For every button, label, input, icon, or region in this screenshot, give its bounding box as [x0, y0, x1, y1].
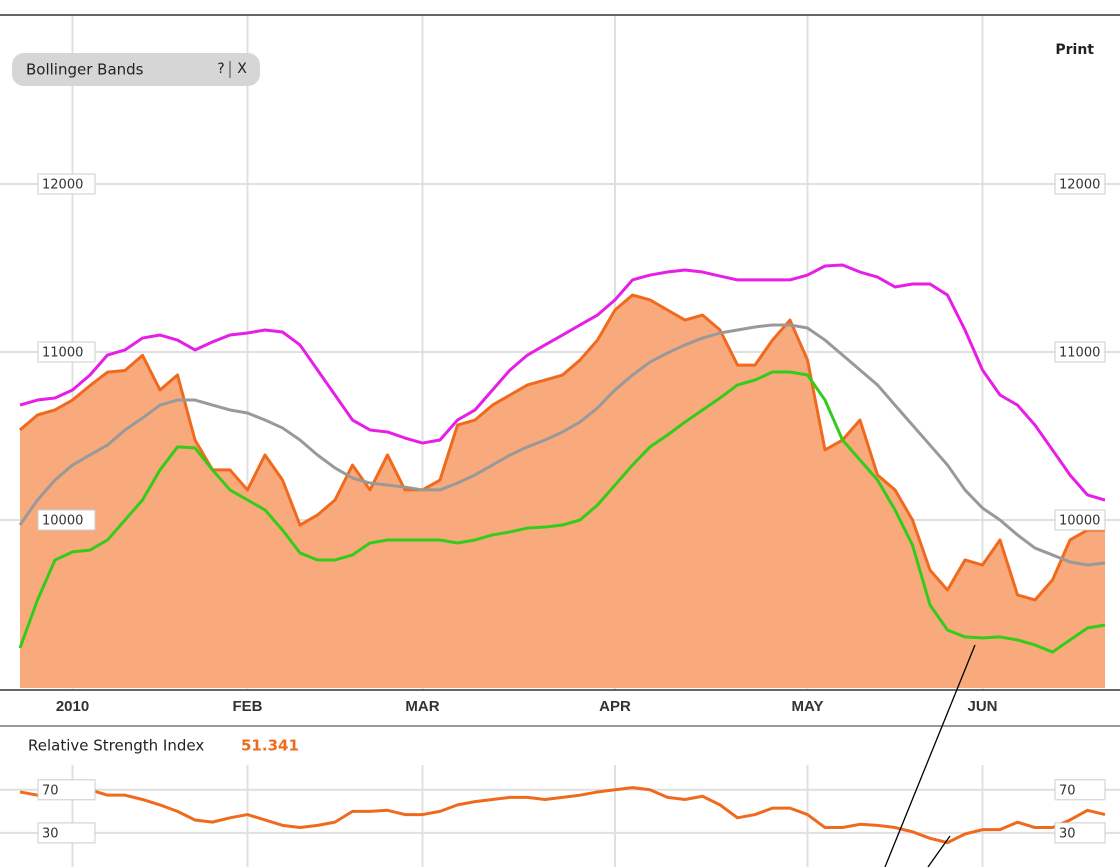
y-tick-label: 70	[42, 783, 59, 798]
x-tick-label: MAR	[405, 698, 439, 715]
rsi-value: 51.341	[241, 737, 299, 755]
close-button[interactable]: X	[237, 61, 247, 77]
print-link[interactable]: Print	[1055, 42, 1094, 58]
y-tick-label: 12000	[1059, 178, 1100, 193]
series-line	[18, 370, 1106, 654]
annotation-line	[884, 644, 976, 867]
area	[20, 295, 1105, 688]
indicator-title: Bollinger Bands	[26, 61, 144, 79]
y-tick-label: 11000	[42, 346, 83, 361]
y-tick-label: 10000	[42, 514, 83, 529]
tick-box	[1054, 509, 1106, 531]
y-tick-label: 70	[1059, 783, 1076, 798]
rsi-title: Relative Strength Index	[28, 737, 204, 755]
tick-box	[37, 509, 96, 531]
x-tick-label: 2010	[56, 698, 89, 715]
series-line	[19, 263, 1106, 502]
y-tick-label: 12000	[42, 178, 83, 193]
tick-box	[1054, 779, 1106, 801]
tick-box	[37, 341, 96, 363]
tick-box	[1054, 822, 1106, 844]
annotation-line	[927, 835, 951, 867]
tick-box	[37, 822, 96, 844]
y-tick-label: 10000	[1059, 514, 1100, 529]
tick-box	[37, 173, 96, 195]
indicator-tab[interactable]	[12, 53, 260, 86]
tick-box	[1054, 341, 1106, 363]
x-tick-label: MAY	[792, 698, 824, 715]
x-tick-label: JUN	[967, 698, 997, 715]
y-tick-label: 11000	[1059, 346, 1100, 361]
x-tick-label: APR	[599, 698, 631, 715]
x-tick-label: FEB	[233, 698, 263, 715]
series-line	[19, 786, 1106, 845]
help-button[interactable]: ?	[217, 61, 224, 77]
y-tick-label: 30	[42, 826, 59, 841]
tick-box	[37, 779, 96, 801]
series-line	[19, 293, 1105, 602]
price-panel: 10000 10000 11000 11000 12000 12000	[0, 16, 1120, 690]
rsi-panel: 30 30 70 70	[0, 765, 1120, 867]
series-line	[18, 323, 1106, 567]
y-tick-label: 30	[1059, 826, 1076, 841]
tick-box	[1054, 173, 1106, 195]
